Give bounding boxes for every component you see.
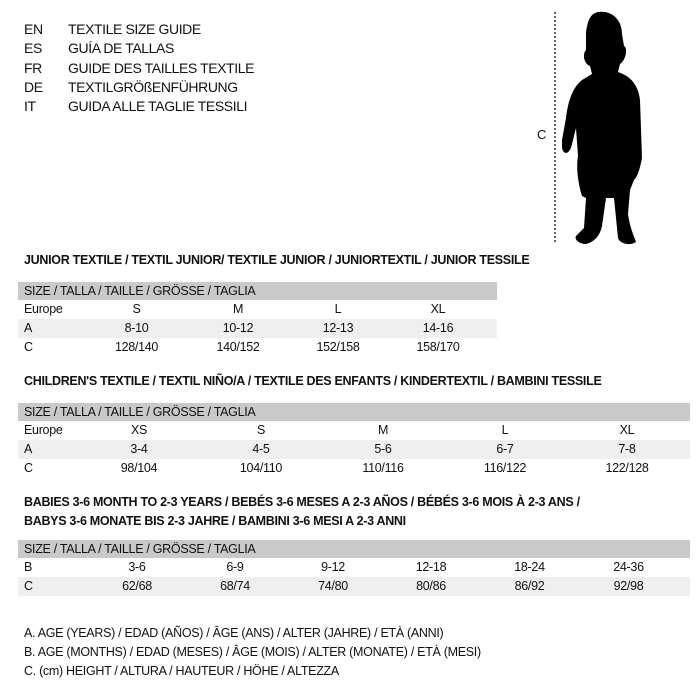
lang-code: FR xyxy=(24,60,42,76)
row-label: C xyxy=(24,579,33,593)
legend-b: B. AGE (MONTHS) / EDAD (MESES) / ÂGE (MO… xyxy=(24,645,481,659)
cell: 104/110 xyxy=(239,461,283,475)
header-label: SIZE / TALLA / TAILLE / GRÖSSE / TAGLIA xyxy=(24,542,256,556)
cell: 122/128 xyxy=(605,461,649,475)
lang-it: IT GUIDA ALLE TAGLIE TESSILI xyxy=(24,97,247,116)
cell: M xyxy=(377,423,389,437)
children-heading: CHILDREN'S TEXTILE / TEXTIL NIÑO/A / TEX… xyxy=(24,374,602,388)
cell: 9-12 xyxy=(321,560,345,574)
cell: 4-5 xyxy=(252,442,270,456)
table-header: SIZE / TALLA / TAILLE / GRÖSSE / TAGLIA xyxy=(18,540,690,558)
legend-c: C. (cm) HEIGHT / ALTURA / HAUTEUR / HÖHE… xyxy=(24,664,339,678)
cell: 128/140 xyxy=(114,340,159,354)
cell: 3-4 xyxy=(130,442,148,456)
children-size-table: SIZE / TALLA / TAILLE / GRÖSSE / TAGLIA … xyxy=(18,403,690,478)
child-silhouette-icon xyxy=(562,11,642,245)
cell: 116/122 xyxy=(483,461,527,475)
cell: 74/80 xyxy=(318,579,348,593)
cell: 12-18 xyxy=(415,560,447,574)
cell: XL xyxy=(430,302,446,316)
lang-title: GUIDE DES TAILLES TEXTILE xyxy=(68,60,255,76)
cell: 5-6 xyxy=(374,442,392,456)
lang-code: EN xyxy=(24,21,43,37)
babies-heading-line1: BABIES 3-6 MONTH TO 2-3 YEARS / BEBÉS 3-… xyxy=(24,495,580,509)
table-row: Europe XS S M L XL xyxy=(18,421,690,440)
lang-code: DE xyxy=(24,79,43,95)
cell: 140/152 xyxy=(216,340,260,354)
row-label: C xyxy=(24,461,33,475)
legend-a: A. AGE (YEARS) / EDAD (AÑOS) / ÂGE (ANS)… xyxy=(24,626,444,640)
junior-heading: JUNIOR TEXTILE / TEXTIL JUNIOR/ TEXTILE … xyxy=(24,253,530,267)
table-row: A 8-10 10-12 12-13 14-16 xyxy=(18,319,497,338)
babies-heading-line2: BABYS 3-6 MONATE BIS 2-3 JAHRE / BAMBINI… xyxy=(24,514,406,528)
cell: 10-12 xyxy=(222,321,254,335)
cell: L xyxy=(501,423,509,437)
lang-title: GUÍA DE TALLAS xyxy=(68,40,174,56)
row-label: Europe xyxy=(24,302,63,316)
table-row: A 3-4 4-5 5-6 6-7 7-8 xyxy=(18,440,690,459)
cell: 6-7 xyxy=(496,442,514,456)
cell: 98/104 xyxy=(120,461,158,475)
cell: 62/68 xyxy=(122,579,152,593)
cell: 14-16 xyxy=(422,321,454,335)
row-label: B xyxy=(24,560,33,574)
lang-es: ES GUÍA DE TALLAS xyxy=(24,39,174,58)
cell: S xyxy=(132,302,141,316)
lang-title: TEXTILE SIZE GUIDE xyxy=(68,21,201,37)
cell: 7-8 xyxy=(618,442,636,456)
cell: 80/86 xyxy=(416,579,446,593)
row-label: C xyxy=(24,340,33,354)
cell: 68/74 xyxy=(220,579,250,593)
cell: XL xyxy=(619,423,635,437)
cell: 12-13 xyxy=(322,321,354,335)
table-row: C 98/104 104/110 110/116 116/122 122/128 xyxy=(18,459,690,478)
cell: 158/170 xyxy=(416,340,460,354)
table-row: Europe S M L XL xyxy=(18,300,497,319)
lang-en: EN TEXTILE SIZE GUIDE xyxy=(24,20,201,39)
header-label: SIZE / TALLA / TAILLE / GRÖSSE / TAGLIA xyxy=(24,284,256,298)
table-header: SIZE / TALLA / TAILLE / GRÖSSE / TAGLIA xyxy=(18,403,690,421)
lang-fr: FR GUIDE DES TAILLES TEXTILE xyxy=(24,59,254,78)
cell: 18-24 xyxy=(514,560,545,574)
header-label: SIZE / TALLA / TAILLE / GRÖSSE / TAGLIA xyxy=(24,405,256,419)
cell: M xyxy=(232,302,244,316)
table-row: C 62/68 68/74 74/80 80/86 86/92 92/98 xyxy=(18,577,690,596)
cell: 92/98 xyxy=(613,579,644,593)
height-measure-label: C xyxy=(537,127,547,142)
height-measure-line xyxy=(554,12,556,242)
lang-code: IT xyxy=(24,98,36,114)
cell: XS xyxy=(130,423,148,437)
cell: L xyxy=(334,302,342,316)
cell: S xyxy=(256,423,266,437)
row-label: A xyxy=(24,442,33,456)
junior-size-table: SIZE / TALLA / TAILLE / GRÖSSE / TAGLIA … xyxy=(18,282,497,357)
cell: 6-9 xyxy=(226,560,244,574)
row-label: Europe xyxy=(24,423,63,437)
lang-code: ES xyxy=(24,40,42,56)
cell: 3-6 xyxy=(128,560,146,574)
row-label: A xyxy=(24,321,33,335)
cell: 110/116 xyxy=(362,461,404,475)
babies-size-table: SIZE / TALLA / TAILLE / GRÖSSE / TAGLIA … xyxy=(18,540,690,596)
cell: 24-36 xyxy=(613,560,644,574)
lang-de: DE TEXTILGRÖßENFÜHRUNG xyxy=(24,78,238,97)
lang-title: TEXTILGRÖßENFÜHRUNG xyxy=(68,79,238,95)
table-header: SIZE / TALLA / TAILLE / GRÖSSE / TAGLIA xyxy=(18,282,497,300)
cell: 86/92 xyxy=(514,579,545,593)
cell: 8-10 xyxy=(124,321,149,335)
cell: 152/158 xyxy=(316,340,360,354)
lang-title: GUIDA ALLE TAGLIE TESSILI xyxy=(68,98,248,114)
table-row: B 3-6 6-9 9-12 12-18 18-24 24-36 xyxy=(18,558,690,577)
table-row: C 128/140 140/152 152/158 158/170 xyxy=(18,338,497,357)
